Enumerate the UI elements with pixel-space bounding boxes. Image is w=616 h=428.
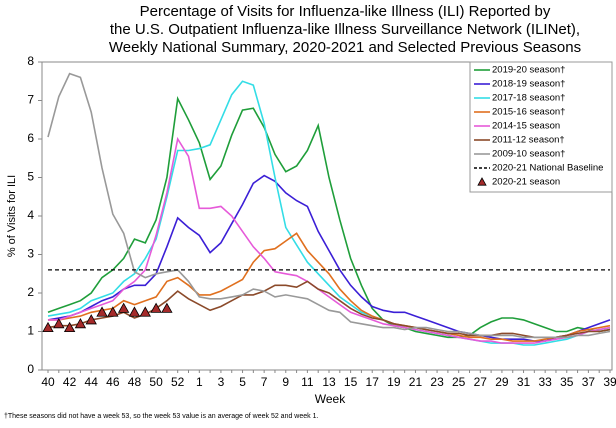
x-tick-label: 40 <box>41 375 55 389</box>
y-tick-label: 8 <box>27 54 34 68</box>
marker <box>161 302 173 313</box>
marker <box>107 306 119 317</box>
x-tick-label: 7 <box>261 375 268 389</box>
x-tick-label: 46 <box>106 375 120 389</box>
series-line <box>47 280 611 339</box>
legend-label: 2019-20 season† <box>492 65 565 76</box>
footnote: †These seasons did not have a week 53, s… <box>4 413 318 420</box>
legend-label: 2018-19 season† <box>492 79 565 90</box>
x-tick-label: 48 <box>128 375 142 389</box>
series-line <box>47 95 611 339</box>
x-tick-label: 29 <box>495 375 509 389</box>
series-line <box>47 174 611 342</box>
x-axis-label: Week <box>315 392 346 406</box>
legend-label: 2015-16 season† <box>492 107 565 118</box>
y-axis-label: % of Visits for ILI <box>6 175 18 257</box>
legend-label: 2014-15 season <box>492 121 560 132</box>
x-tick-label: 15 <box>344 375 358 389</box>
x-tick-label: 27 <box>474 375 488 389</box>
y-tick-label: 6 <box>27 131 34 145</box>
marker <box>150 302 162 313</box>
x-tick-label: 3 <box>218 375 225 389</box>
x-tick-label: 50 <box>149 375 163 389</box>
marker <box>128 306 141 317</box>
chart-title: Weekly National Summary, 2020-2021 and S… <box>109 39 581 56</box>
x-tick-label: 35 <box>560 375 574 389</box>
x-tick-label: 9 <box>282 375 289 389</box>
x-tick-label: 11 <box>301 375 314 389</box>
series-line <box>48 232 611 342</box>
legend-label: 2011-12 season† <box>492 135 565 146</box>
x-tick-label: 13 <box>322 375 336 389</box>
legend-marker <box>477 177 487 186</box>
legend-label: 2020-21 National Baseline <box>492 163 603 174</box>
marker <box>74 317 87 329</box>
marker <box>63 321 76 333</box>
x-tick-label: 52 <box>171 375 185 389</box>
marker <box>42 321 54 333</box>
y-tick-label: 7 <box>27 93 34 107</box>
marker <box>96 306 108 317</box>
chart-title: Percentage of Visits for Influenza-like … <box>140 3 551 20</box>
y-tick-label: 1 <box>27 324 34 338</box>
x-tick-label: 23 <box>430 375 444 389</box>
y-tick-label: 4 <box>27 208 34 222</box>
marker <box>85 314 97 325</box>
y-tick-label: 5 <box>27 170 34 184</box>
marker <box>53 317 65 329</box>
series-line <box>47 72 611 339</box>
x-tick-label: 5 <box>239 375 246 389</box>
legend-label: 2017-18 season† <box>492 93 565 104</box>
x-tick-label: 25 <box>452 375 466 389</box>
y-tick-label: 2 <box>27 285 34 299</box>
x-tick-label: 39 <box>603 375 616 389</box>
x-tick-label: 1 <box>196 375 203 389</box>
x-tick-label: 42 <box>63 375 77 389</box>
legend-box <box>469 61 613 193</box>
x-tick-label: 17 <box>366 375 380 389</box>
series-line <box>48 136 611 344</box>
chart-title: the U.S. Outpatient Influenza-like Illne… <box>110 21 580 38</box>
legend-label: 2009-10 season† <box>492 149 565 160</box>
x-tick-label: 21 <box>409 375 423 389</box>
y-tick-label: 0 <box>27 362 34 376</box>
y-tick-label: 3 <box>27 247 34 261</box>
x-tick-label: 33 <box>538 375 552 389</box>
x-tick-label: 44 <box>85 375 99 389</box>
marker <box>117 302 130 313</box>
x-tick-label: 37 <box>582 375 596 389</box>
x-tick-label: 19 <box>387 375 401 389</box>
legend-label: 2020-21 season <box>492 177 560 188</box>
marker <box>139 306 151 317</box>
x-tick-label: 31 <box>517 375 531 389</box>
